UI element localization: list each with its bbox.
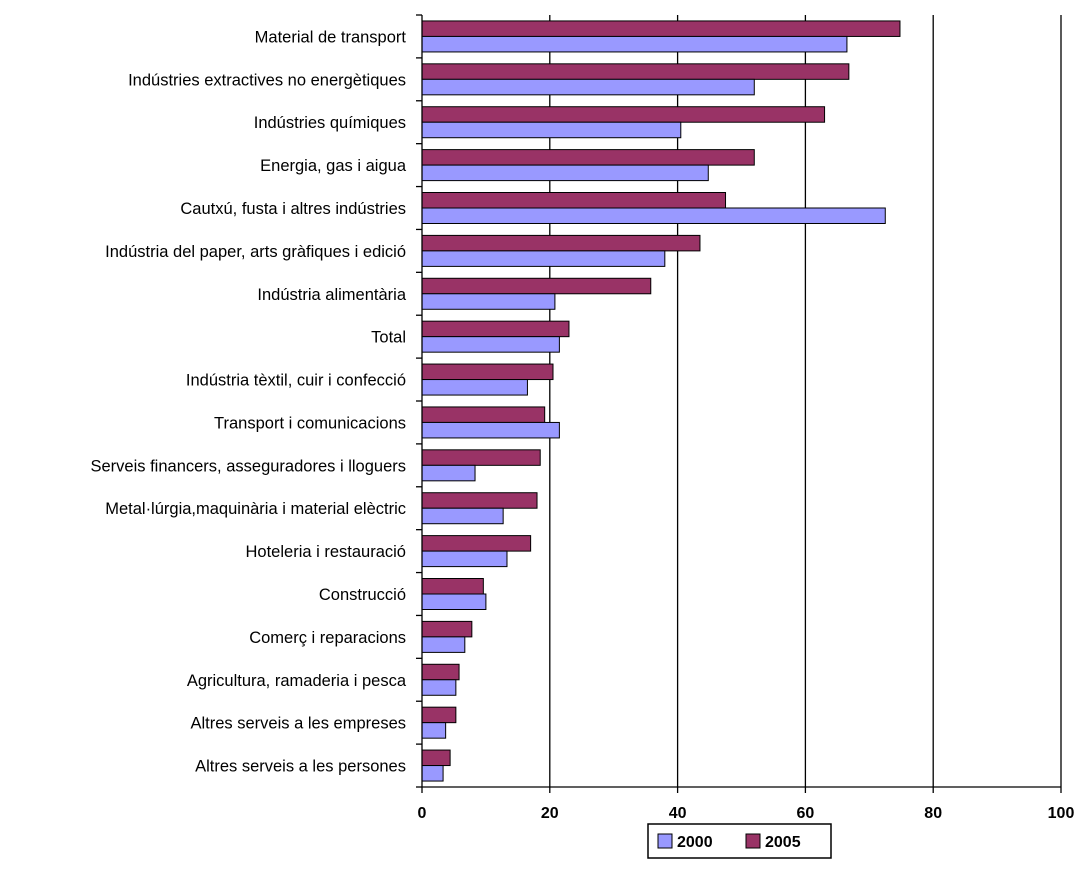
bar-2005-12 xyxy=(421,535,532,552)
bar-2005-3 xyxy=(421,149,755,166)
category-label: Indústries químiques xyxy=(254,114,406,132)
category-label: Indústria tèxtil, cuir i confecció xyxy=(186,372,406,390)
bar-2000-11 xyxy=(421,507,504,525)
bar-2000-1 xyxy=(421,78,755,96)
gridlines xyxy=(549,15,1062,787)
category-label: Cautxú, fusta i altres indústries xyxy=(180,200,406,218)
category-label: Hoteleria i restauració xyxy=(246,543,407,561)
x-tick-label: 20 xyxy=(541,805,559,822)
legend-swatch-2000 xyxy=(657,833,673,849)
bar-2000-2 xyxy=(421,121,682,139)
category-label: Altres serveis a les empreses xyxy=(191,715,407,733)
bar-2000-8 xyxy=(421,379,528,396)
bar-2000-12 xyxy=(421,550,508,568)
legend-label-2005: 2005 xyxy=(765,834,801,851)
bar-2005-7 xyxy=(421,320,570,338)
bar-2005-10 xyxy=(421,449,541,466)
bar-2005-9 xyxy=(421,406,546,423)
bar-2000-15 xyxy=(421,679,457,696)
x-tick-label: 60 xyxy=(797,805,815,822)
bar-2005-11 xyxy=(421,492,538,509)
legend-frame xyxy=(647,823,832,859)
category-label: Indústria alimentària xyxy=(257,286,406,304)
bar-2000-14 xyxy=(421,636,466,653)
category-label: Transport i comunicacions xyxy=(214,414,406,432)
bar-2005-17 xyxy=(421,749,451,767)
x-tick-labels: 0 20 40 60 80 100 xyxy=(418,805,1075,822)
x-tick-label: 0 xyxy=(418,805,427,822)
legend: 2000 2005 xyxy=(647,823,832,859)
bar-2005-6 xyxy=(421,277,652,295)
bar-2000-16 xyxy=(421,722,447,739)
bar-2005-14 xyxy=(421,620,473,638)
category-labels: Material de transport Indústries extracti… xyxy=(91,28,407,775)
bar-2005-2 xyxy=(421,106,826,123)
bar-2000-3 xyxy=(421,164,709,182)
category-label: Indústries extractives no energètiques xyxy=(128,71,406,89)
bar-2000-10 xyxy=(421,464,476,482)
bar-2005-8 xyxy=(421,363,554,381)
bar-2005-5 xyxy=(421,234,701,252)
category-label: Comerç i reparacions xyxy=(249,629,406,647)
bar-2005-15 xyxy=(421,663,460,681)
x-tick-label: 80 xyxy=(924,805,942,822)
category-label: Construcció xyxy=(319,586,406,604)
bar-2000-13 xyxy=(421,593,487,610)
bar-2005-4 xyxy=(421,192,727,209)
x-tick-label: 100 xyxy=(1048,805,1075,822)
bar-2005-0 xyxy=(421,20,901,37)
axes xyxy=(416,14,1062,793)
bar-2000-17 xyxy=(421,765,444,782)
category-label: Energia, gas i aigua xyxy=(260,157,407,175)
category-label: Material de transport xyxy=(255,28,407,46)
bar-2000-5 xyxy=(421,250,666,267)
bar-2000-6 xyxy=(421,293,556,310)
category-label: Indústria del paper, arts gràfiques i ed… xyxy=(105,243,406,261)
legend-label-2000: 2000 xyxy=(677,834,713,851)
category-label: Metal·lúrgia,maquinària i material elèct… xyxy=(105,500,406,518)
category-label: Serveis financers, asseguradores i llogu… xyxy=(91,457,407,475)
bars xyxy=(421,20,901,782)
bar-2005-1 xyxy=(421,63,850,80)
bar-2005-16 xyxy=(421,706,457,724)
bar-2000-0 xyxy=(421,35,848,53)
bar-2005-13 xyxy=(421,578,484,595)
bar-2000-7 xyxy=(421,336,560,353)
x-tick-label: 40 xyxy=(669,805,687,822)
legend-swatch-2005 xyxy=(745,833,761,849)
category-label: Agricultura, ramaderia i pesca xyxy=(187,672,407,690)
bar-2000-9 xyxy=(421,421,560,439)
category-label: Total xyxy=(371,329,406,347)
bar-2000-4 xyxy=(421,207,886,224)
category-label: Altres serveis a les persones xyxy=(195,758,406,776)
